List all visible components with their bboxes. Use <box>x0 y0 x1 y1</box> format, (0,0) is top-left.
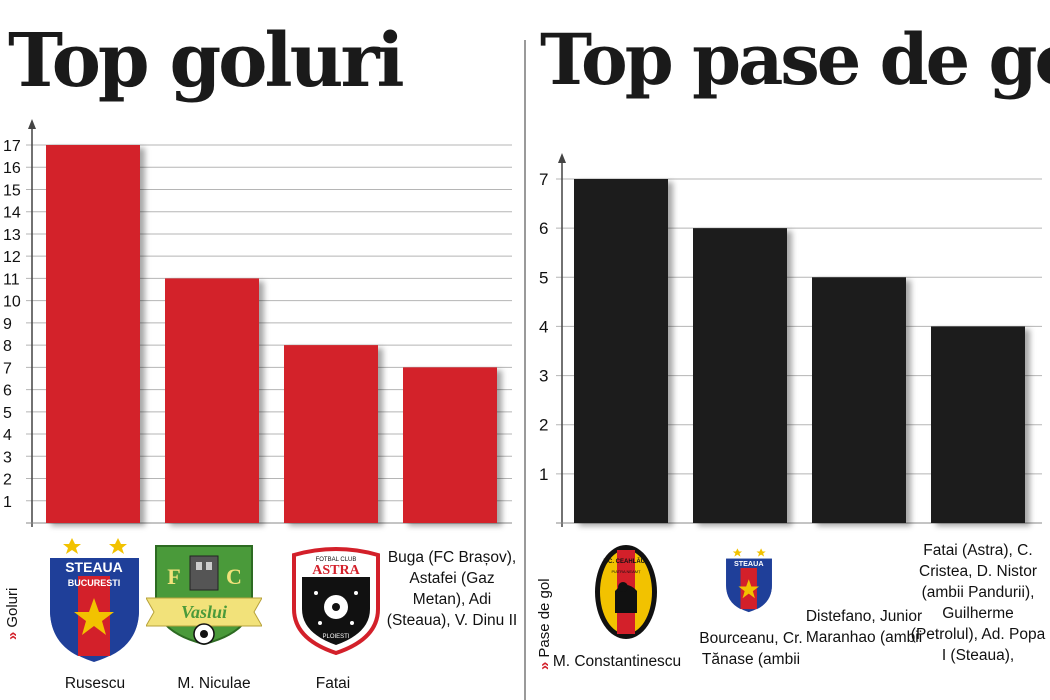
assists-bar <box>574 179 668 523</box>
assists-tick-label: 5 <box>539 268 548 287</box>
goals-bar <box>403 367 497 523</box>
assists-category-label: Fatai (Astra), C. Cristea, D. Nistor (am… <box>910 542 1046 664</box>
steaua-logo-icon: STEAUA <box>726 548 772 613</box>
panel-divider <box>524 40 526 700</box>
goals-bar <box>284 345 378 523</box>
goals-tick-label: 5 <box>3 405 12 422</box>
astra-logo-bottomtext: PLOIESTI <box>322 634 349 640</box>
goals-bar <box>46 145 140 523</box>
goals-category-label: Fatai <box>315 675 351 692</box>
chevron-right-icon: » <box>536 661 553 670</box>
goals-bar <box>165 278 259 523</box>
assists-category-label: Distefano, Junior Maranhao (ambii <box>805 608 923 646</box>
astra-logo-toptext: FOTBAL CLUB <box>316 557 357 563</box>
assists-category-label: Bourceanu, Cr. Tănase (ambii <box>699 630 803 668</box>
arrow-up-icon <box>28 119 36 129</box>
assists-ylabel-text: Pase de gol <box>536 578 553 658</box>
goals-tick-label: 11 <box>3 271 20 288</box>
assists-bar <box>693 228 787 523</box>
goals-tick-label: 3 <box>3 449 12 466</box>
goals-tick-label: 2 <box>3 472 12 489</box>
ceahlaul-logo-text: F.C. CEAHLĂUL <box>603 558 649 565</box>
goals-tick-label: 12 <box>3 249 21 266</box>
arrow-up-icon <box>558 153 566 163</box>
assists-title: Top pase de gol <box>540 18 1050 101</box>
goals-ylabel-text: Goluri <box>4 587 21 628</box>
assists-tick-label: 3 <box>539 367 548 386</box>
goals-tick-label: 6 <box>3 383 12 400</box>
assists-panel: Top pase de gol 1 2 3 4 5 6 7 » Pase de gol F.C… <box>530 0 1050 700</box>
ceahlaul-logo-icon: F.C. CEAHLĂUL PIATRA NEAMȚ <box>595 545 657 639</box>
steaua-logo-text: STEAUA <box>734 559 764 568</box>
assists-category-label: M. Constantinescu <box>552 653 682 670</box>
vaslui-logo-text: Vaslui <box>181 602 227 622</box>
assists-bar <box>931 326 1025 523</box>
goals-category-label: M. Niculae <box>177 675 251 692</box>
astra-logo-icon: FOTBAL CLUB ASTRA PLOIESTI <box>292 547 380 655</box>
assists-ylabel: » Pase de gol <box>536 578 553 670</box>
vaslui-logo-c: C <box>226 564 242 589</box>
goals-tick-label: 10 <box>3 294 21 311</box>
assists-tick-label: 7 <box>539 170 548 189</box>
ceahlaul-logo-bottomtext: PIATRA NEAMȚ <box>611 569 641 574</box>
goals-tick-label: 9 <box>3 316 12 333</box>
vaslui-logo-f: F <box>167 564 180 589</box>
goals-title: Top goluri <box>8 18 405 104</box>
goals-tick-label: 13 <box>3 227 21 244</box>
goals-panel: Top goluri 1 2 3 4 5 6 7 8 9 10 11 12 13 14 15 16 17 »Go… <box>0 0 520 700</box>
goals-tick-label: 4 <box>3 427 12 444</box>
goals-tick-label: 16 <box>3 160 21 177</box>
steaua-logo-subtext: BUCURESTI <box>68 578 121 588</box>
steaua-logo-icon: STEAUA BUCURESTI <box>50 538 139 662</box>
assists-chart: 1 2 3 4 5 6 7 <box>539 153 1042 527</box>
goals-category-label: Rusescu <box>64 675 126 692</box>
astra-logo-text: ASTRA <box>312 563 360 578</box>
goals-ylabel: » Goluri <box>4 588 21 640</box>
goals-tick-label: 15 <box>3 182 21 199</box>
chevron-right-icon: » <box>4 631 21 640</box>
assists-bar <box>812 277 906 523</box>
goals-tick-label: 14 <box>3 205 21 222</box>
goals-category-label: Buga (FC Brașov), Astafei (Gaz Metan), A… <box>386 549 518 629</box>
assists-tick-label: 6 <box>539 219 548 238</box>
steaua-logo-text: STEAUA <box>65 559 123 575</box>
assists-tick-label: 2 <box>539 416 548 435</box>
assists-tick-label: 1 <box>539 465 548 484</box>
goals-tick-label: 17 <box>3 138 21 155</box>
goals-tick-label: 7 <box>3 360 12 377</box>
goals-tick-label: 1 <box>3 494 12 511</box>
vaslui-logo-icon: F C Vaslui <box>146 545 262 646</box>
goals-tick-label: 8 <box>3 338 12 355</box>
assists-tick-label: 4 <box>539 317 548 336</box>
